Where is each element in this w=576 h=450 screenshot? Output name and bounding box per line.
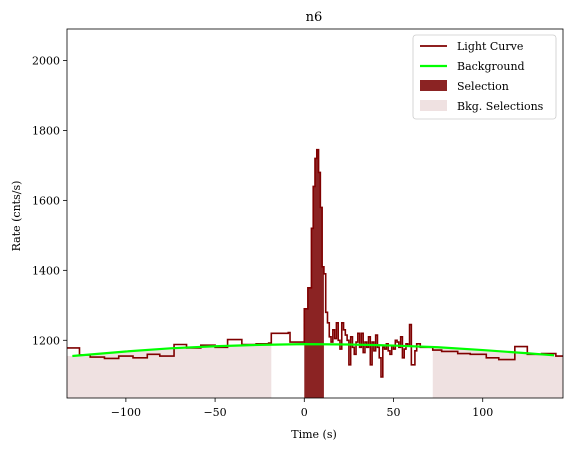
- background-curve-line: [72, 343, 555, 358]
- legend-swatch-selection: [420, 80, 447, 91]
- legend-label-bkg-selections: Bkg. Selections: [457, 100, 544, 113]
- x-axis-label: Time (s): [291, 428, 337, 441]
- x-tick-label: 100: [472, 406, 493, 419]
- legend-swatch-bkg-selections: [420, 100, 447, 111]
- selection-layer: [304, 149, 324, 398]
- bkg-selection-span: [432, 347, 563, 398]
- legend-label-background: Background: [457, 60, 525, 73]
- x-tick-label: 50: [387, 406, 401, 419]
- x-tick-label: −50: [203, 406, 226, 419]
- selection-region: [304, 149, 324, 398]
- plot-area: [67, 148, 563, 398]
- y-tick-label: 1600: [32, 194, 60, 207]
- y-axis-label: Rate (cnts/s): [10, 181, 23, 252]
- legend-box: [412, 34, 557, 120]
- legend: Light Curve Background Selection Bkg. Se…: [412, 34, 557, 120]
- legend-label-selection: Selection: [457, 80, 509, 93]
- y-tick-label: 1400: [32, 264, 60, 277]
- chart-title: n6: [306, 10, 323, 25]
- y-tick-label: 2000: [32, 54, 60, 67]
- y-axis: 1200 1400 1600 1800 2000: [32, 54, 67, 347]
- plot-frame: [66, 28, 564, 399]
- y-tick-label: 1200: [32, 334, 60, 347]
- y-tick-label: 1800: [32, 124, 60, 137]
- x-tick-label: 0: [301, 406, 308, 419]
- x-tick-label: −100: [111, 406, 141, 419]
- legend-label-light-curve: Light Curve: [457, 40, 523, 53]
- x-axis: −100 −50 0 50 100: [111, 398, 493, 419]
